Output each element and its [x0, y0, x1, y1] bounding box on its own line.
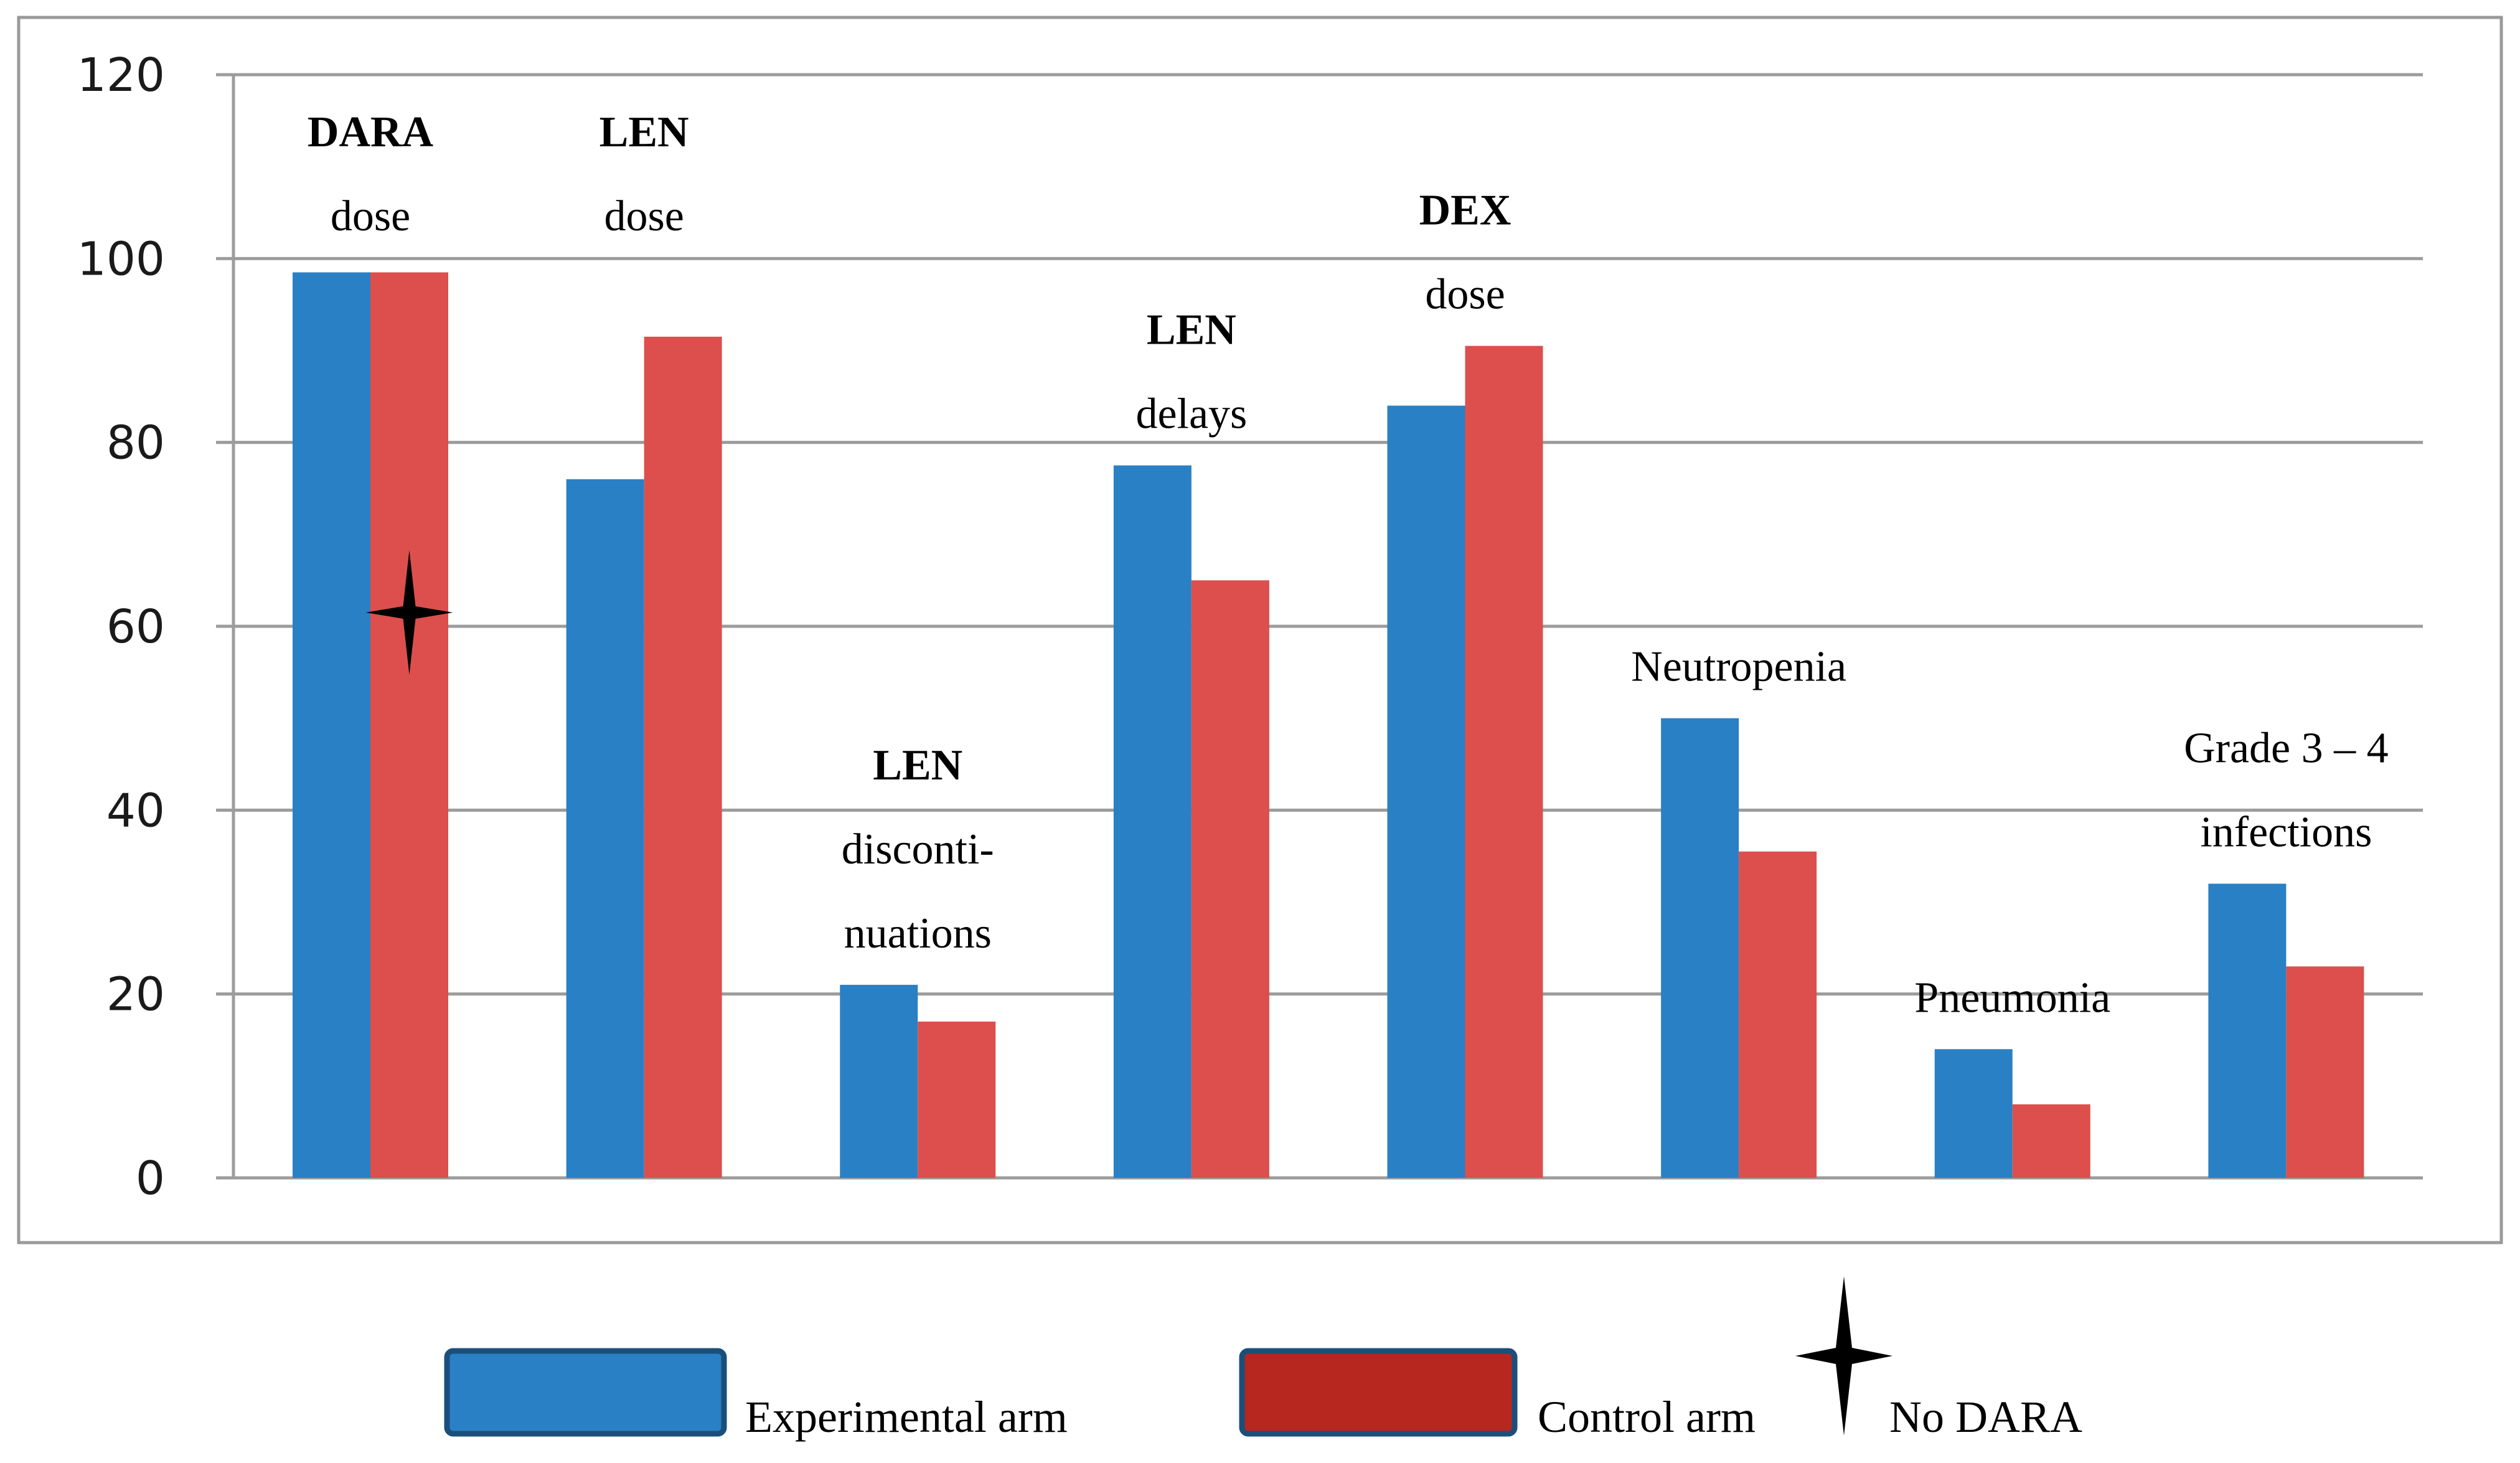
legend-swatch-experimental — [444, 1348, 727, 1437]
bar-experimental — [1113, 465, 1192, 1178]
legend-label-control: Control arm — [1538, 1392, 1756, 1442]
bar-experimental — [840, 984, 918, 1178]
bar-experimental — [566, 479, 644, 1178]
category-label: Pneumonia — [1914, 974, 2110, 1022]
y-tick-label: 100 — [77, 232, 165, 286]
legend-label-no-dara: No DARA — [1889, 1392, 2082, 1442]
bar-control — [370, 272, 448, 1178]
category-label: disconti- — [842, 826, 994, 873]
bar-control — [644, 336, 722, 1178]
bar-control — [1191, 580, 1269, 1178]
bar-experimental — [293, 272, 370, 1178]
category-label: delays — [1135, 390, 1247, 438]
bar-control — [2286, 966, 2364, 1178]
y-tick-label: 20 — [106, 968, 165, 1022]
y-tick-label: 60 — [106, 600, 165, 654]
bar-experimental — [1661, 718, 1739, 1178]
bar-experimental — [1387, 405, 1465, 1178]
bar-control — [918, 1021, 996, 1178]
legend-label-experimental: Experimental arm — [745, 1392, 1068, 1442]
category-label-bold: LEN — [599, 108, 689, 156]
category-label: nuations — [844, 910, 992, 957]
category-label: infections — [2200, 808, 2372, 856]
category-label: dose — [1425, 271, 1505, 319]
category-label: Grade 3 – 4 — [2184, 724, 2389, 772]
category-label-bold: LEN — [1147, 306, 1236, 354]
no-dara-marker-icon — [365, 550, 453, 675]
category-label: dose — [604, 192, 684, 240]
category-label: Neutropenia — [1631, 643, 1846, 691]
y-tick-label: 80 — [106, 416, 165, 470]
bar-experimental — [2208, 883, 2287, 1178]
legend-swatch-control — [1239, 1348, 1518, 1437]
bar-control — [1465, 346, 1543, 1178]
category-label-bold: DARA — [308, 108, 434, 156]
category-label-bold: LEN — [873, 741, 962, 789]
y-tick-label: 0 — [136, 1152, 165, 1205]
category-label-bold: DEX — [1419, 187, 1512, 235]
y-tick-label: 40 — [106, 784, 165, 837]
bar-control — [2012, 1104, 2090, 1178]
bar-experimental — [1934, 1049, 2013, 1178]
y-tick-label: 120 — [77, 49, 165, 102]
bar-control — [1739, 851, 1817, 1178]
category-label: dose — [331, 192, 410, 240]
legend-star-icon — [1795, 1276, 1892, 1436]
